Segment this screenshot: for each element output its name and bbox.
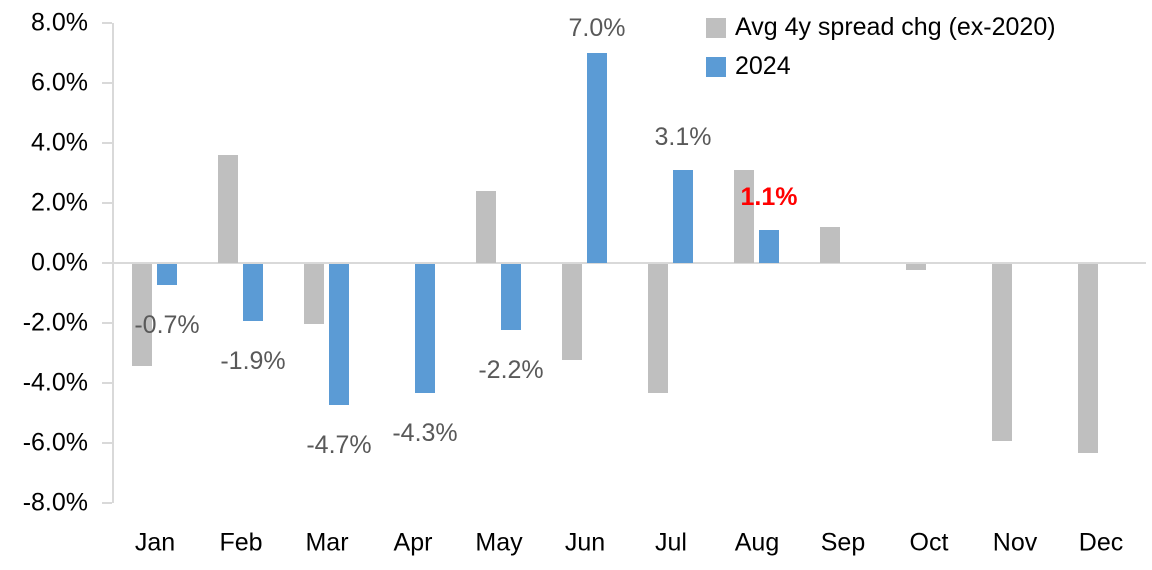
data-label-feb: -1.9% bbox=[220, 347, 286, 375]
chart-legend: Avg 4y spread chg (ex-2020) 2024 bbox=[706, 14, 1056, 92]
bar-avg-4y-spread-chg-ex-2020-aug bbox=[734, 170, 754, 263]
bar-2024-jan bbox=[157, 264, 177, 285]
data-label-apr: -4.3% bbox=[392, 419, 458, 447]
x-axis-label-may: May bbox=[475, 528, 523, 557]
x-axis-label-oct: Oct bbox=[909, 528, 949, 557]
legend-label: 2024 bbox=[735, 52, 791, 80]
y-axis-tick bbox=[102, 322, 112, 324]
legend-swatch-icon bbox=[706, 17, 726, 38]
bar-avg-4y-spread-chg-ex-2020-nov bbox=[992, 264, 1012, 441]
bar-avg-4y-spread-chg-ex-2020-dec bbox=[1078, 264, 1098, 453]
x-axis-label-jul: Jul bbox=[655, 528, 687, 557]
bar-avg-4y-spread-chg-ex-2020-jul bbox=[648, 264, 668, 393]
bar-avg-4y-spread-chg-ex-2020-sep bbox=[820, 227, 840, 263]
x-axis-label-apr: Apr bbox=[393, 528, 433, 557]
legend-item-2024: 2024 bbox=[706, 53, 1056, 80]
legend-label: Avg 4y spread chg (ex-2020) bbox=[735, 13, 1056, 41]
zero-gridline bbox=[112, 262, 1146, 264]
y-axis-tick bbox=[102, 142, 112, 144]
y-axis-label: -2.0% bbox=[22, 308, 88, 337]
data-label-jan: -0.7% bbox=[134, 311, 200, 339]
bar-2024-mar bbox=[329, 264, 349, 405]
y-axis-label: -6.0% bbox=[22, 428, 88, 457]
bar-2024-jun bbox=[587, 53, 607, 263]
y-axis-tick bbox=[102, 502, 112, 504]
legend-swatch-icon bbox=[706, 56, 726, 77]
bar-avg-4y-spread-chg-ex-2020-oct bbox=[906, 264, 926, 270]
y-axis-tick bbox=[102, 202, 112, 204]
y-axis-label: 6.0% bbox=[31, 68, 88, 97]
bar-avg-4y-spread-chg-ex-2020-jun bbox=[562, 264, 582, 360]
bar-2024-jul bbox=[673, 170, 693, 263]
y-axis-tick bbox=[102, 382, 112, 384]
legend-item-avg-4y-spread-chg-ex-2020: Avg 4y spread chg (ex-2020) bbox=[706, 14, 1056, 41]
bar-2024-aug bbox=[759, 230, 779, 263]
x-axis-label-aug: Aug bbox=[734, 528, 780, 557]
y-axis-tick bbox=[102, 442, 112, 444]
bar-avg-4y-spread-chg-ex-2020-mar bbox=[304, 264, 324, 324]
y-axis-tick bbox=[102, 22, 112, 24]
y-axis-label: 2.0% bbox=[31, 188, 88, 217]
y-axis-label: 4.0% bbox=[31, 128, 88, 157]
x-axis-label-feb: Feb bbox=[219, 528, 263, 557]
data-label-jun: 7.0% bbox=[568, 14, 626, 42]
bar-avg-4y-spread-chg-ex-2020-feb bbox=[218, 155, 238, 263]
bar-2024-may bbox=[501, 264, 521, 330]
x-axis-label-nov: Nov bbox=[992, 528, 1038, 557]
y-axis-label: 8.0% bbox=[31, 8, 88, 37]
x-axis-label-dec: Dec bbox=[1078, 528, 1124, 557]
x-axis-label-jan: Jan bbox=[134, 528, 176, 557]
x-axis-label-mar: Mar bbox=[305, 528, 349, 557]
y-axis-label: 0.0% bbox=[31, 248, 88, 277]
bar-2024-feb bbox=[243, 264, 263, 321]
y-axis-label: -4.0% bbox=[22, 368, 88, 397]
bar-2024-apr bbox=[415, 264, 435, 393]
y-axis-label: -8.0% bbox=[22, 488, 88, 517]
data-label-jul: 3.1% bbox=[654, 123, 712, 151]
x-axis-label-jun: Jun bbox=[564, 528, 606, 557]
data-label-mar: -4.7% bbox=[306, 431, 372, 459]
data-label-may: -2.2% bbox=[478, 356, 544, 384]
bar-avg-4y-spread-chg-ex-2020-may bbox=[476, 191, 496, 263]
bar-avg-4y-spread-chg-ex-2020-jan bbox=[132, 264, 152, 366]
y-axis-tick bbox=[102, 82, 112, 84]
x-axis-label-sep: Sep bbox=[820, 528, 866, 557]
data-label-aug: 1.1% bbox=[740, 183, 798, 211]
y-axis-tick bbox=[102, 262, 112, 264]
